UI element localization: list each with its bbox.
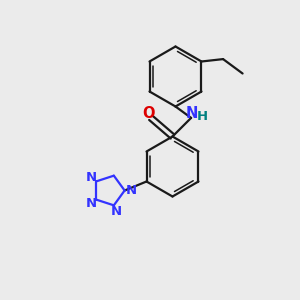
Text: N: N (85, 197, 97, 210)
Text: O: O (142, 106, 155, 121)
Text: N: N (185, 106, 198, 121)
Text: N: N (126, 184, 137, 197)
Text: N: N (85, 171, 97, 184)
Text: N: N (110, 205, 122, 218)
Text: H: H (196, 110, 208, 123)
